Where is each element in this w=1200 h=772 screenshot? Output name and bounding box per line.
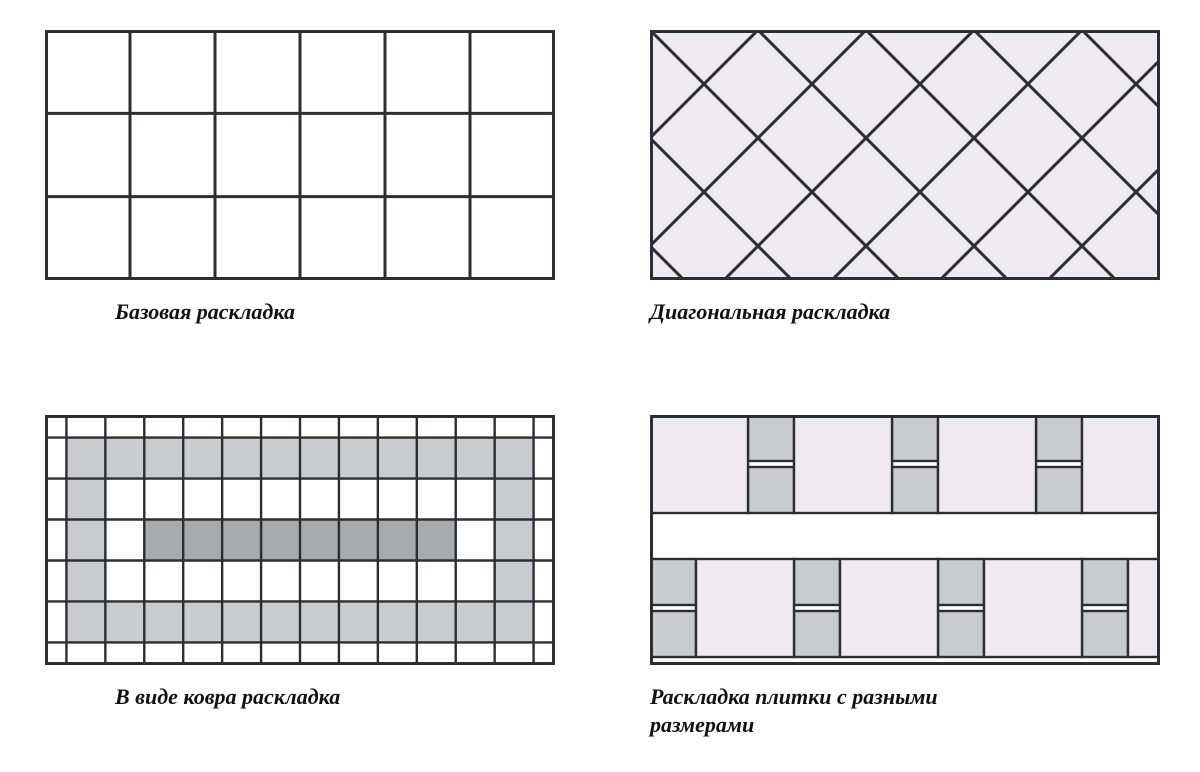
panel-diagonal: Диагональная раскладка xyxy=(650,30,1160,326)
panel-diagonal-svg xyxy=(650,30,1160,280)
panel-carpet: В виде ковра раскладка xyxy=(45,415,555,711)
panel-mixed-svg xyxy=(650,415,1160,665)
panel-basic: Базовая раскладка xyxy=(45,30,555,326)
caption-basic: Базовая раскладка xyxy=(45,298,555,326)
panel-basic-svg xyxy=(45,30,555,280)
caption-carpet: В виде ковра раскладка xyxy=(45,683,555,711)
caption-mixed: Раскладка плитки с разнымиразмерами xyxy=(650,683,1160,738)
panel-carpet-svg xyxy=(45,415,555,665)
panel-mixed: Раскладка плитки с разнымиразмерами xyxy=(650,415,1160,738)
caption-diagonal: Диагональная раскладка xyxy=(650,298,1160,326)
